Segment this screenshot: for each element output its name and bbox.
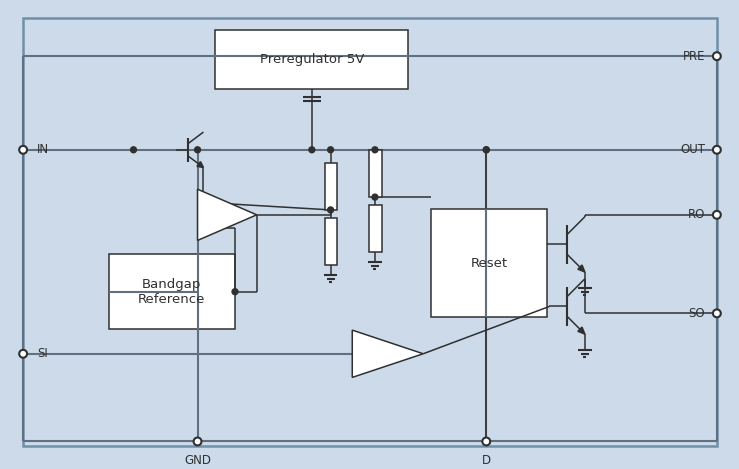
Circle shape bbox=[483, 147, 489, 153]
Text: RO: RO bbox=[688, 208, 705, 221]
Circle shape bbox=[713, 310, 721, 318]
Text: Preregulator 5V: Preregulator 5V bbox=[259, 53, 364, 66]
Circle shape bbox=[372, 147, 378, 153]
Text: D: D bbox=[482, 454, 491, 467]
Bar bbox=[324, 218, 338, 265]
Bar bbox=[369, 150, 382, 197]
Text: SI: SI bbox=[37, 347, 48, 360]
Bar bbox=[215, 30, 409, 89]
Text: OUT: OUT bbox=[680, 144, 705, 156]
Circle shape bbox=[713, 146, 721, 154]
Bar bbox=[109, 254, 235, 329]
Circle shape bbox=[483, 147, 489, 153]
Circle shape bbox=[19, 146, 27, 154]
Circle shape bbox=[194, 147, 200, 153]
Circle shape bbox=[713, 211, 721, 219]
Circle shape bbox=[309, 147, 315, 153]
Bar bbox=[431, 209, 548, 318]
Bar bbox=[324, 163, 338, 210]
Circle shape bbox=[713, 52, 721, 60]
Circle shape bbox=[131, 147, 137, 153]
Circle shape bbox=[483, 438, 490, 446]
Circle shape bbox=[19, 350, 27, 358]
Text: Bandgap
Reference: Bandgap Reference bbox=[138, 278, 205, 306]
Text: GND: GND bbox=[184, 454, 211, 467]
Text: SO: SO bbox=[689, 307, 705, 320]
Polygon shape bbox=[578, 327, 585, 334]
Text: IN: IN bbox=[37, 144, 49, 156]
Text: PRE: PRE bbox=[683, 50, 705, 63]
Circle shape bbox=[232, 289, 238, 295]
Circle shape bbox=[372, 194, 378, 200]
Polygon shape bbox=[197, 162, 203, 167]
Text: Reset: Reset bbox=[471, 257, 508, 270]
Circle shape bbox=[327, 147, 333, 153]
Bar bbox=[369, 205, 382, 252]
Circle shape bbox=[194, 438, 202, 446]
Circle shape bbox=[327, 207, 333, 213]
Polygon shape bbox=[353, 330, 423, 378]
Polygon shape bbox=[197, 189, 256, 241]
Polygon shape bbox=[578, 265, 585, 272]
